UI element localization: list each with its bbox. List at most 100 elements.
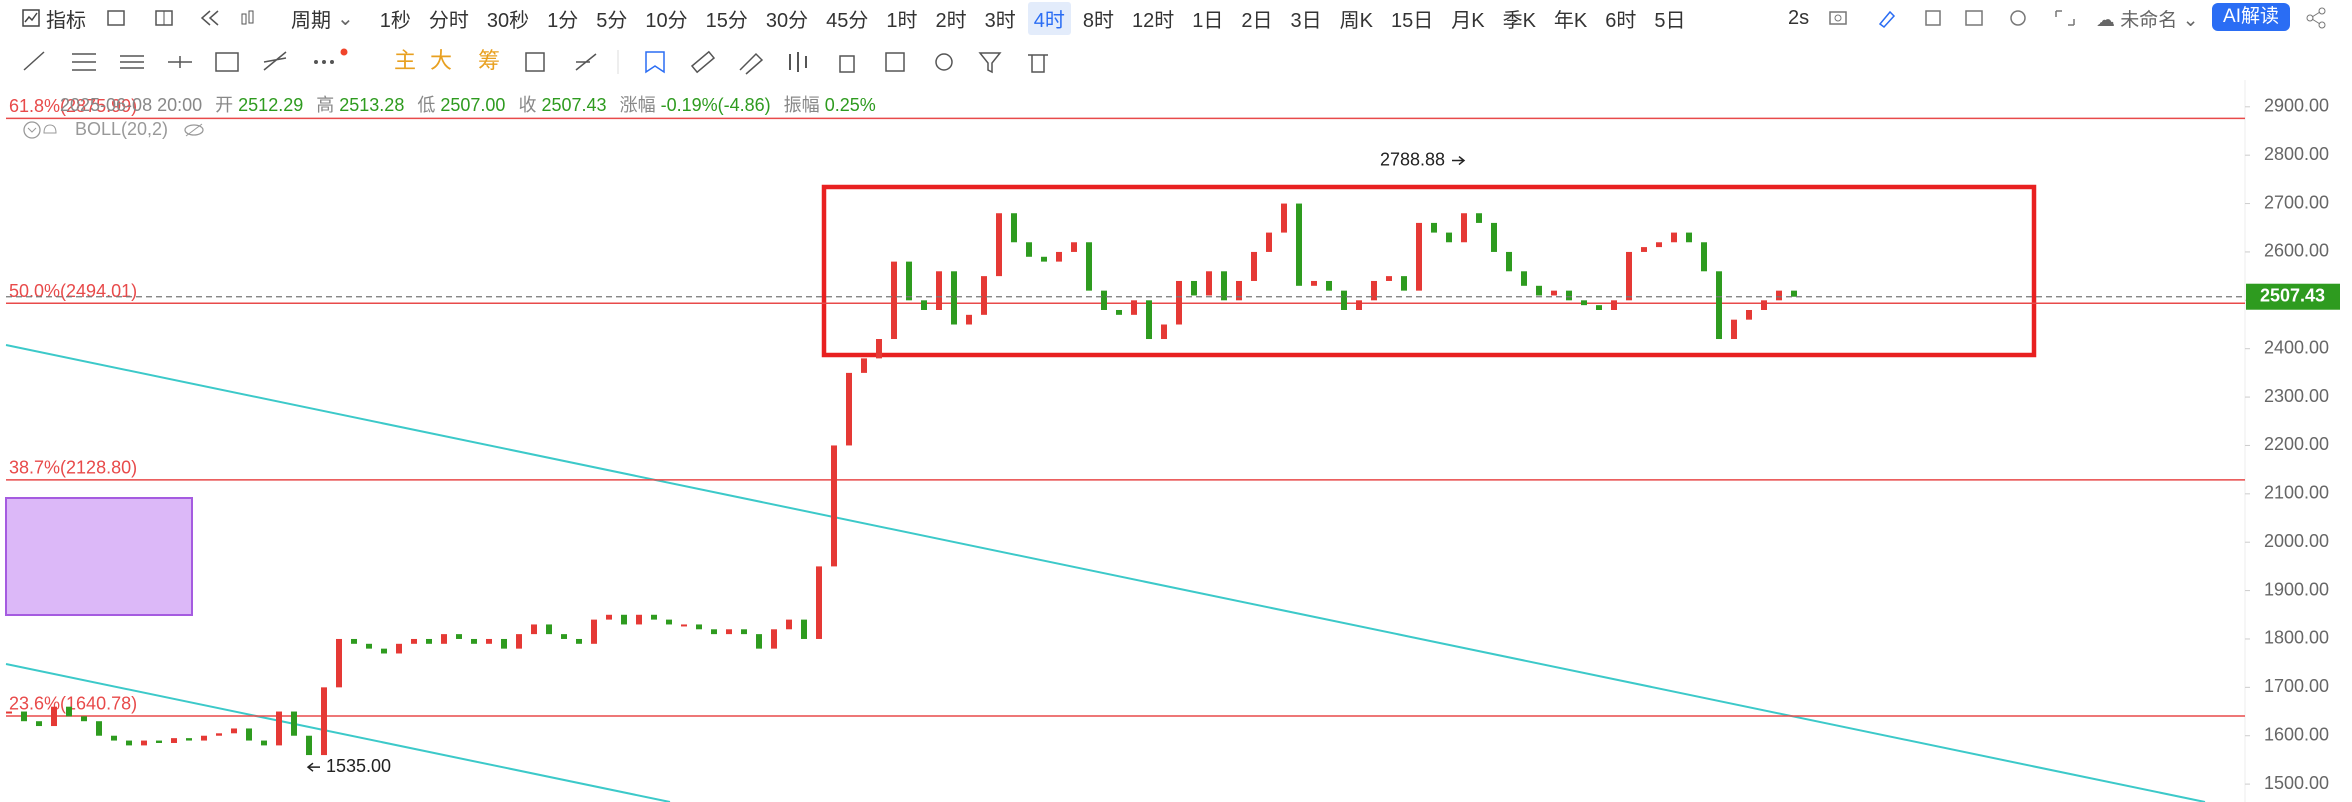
fib-label: 23.6%(1640.78) — [9, 694, 137, 714]
visibility-icon[interactable] — [182, 122, 206, 138]
toolbar-right-icons — [1829, 10, 2075, 29]
candle — [576, 638, 582, 644]
candle — [1026, 242, 1032, 257]
candle — [1416, 222, 1422, 291]
candle — [441, 634, 447, 644]
candle — [1116, 309, 1122, 315]
interval-button[interactable]: 5日 — [1654, 9, 1686, 32]
toolbar-icons — [107, 10, 254, 26]
trend-line[interactable] — [5, 663, 671, 802]
label: 高 — [316, 95, 335, 115]
share-icon[interactable] — [2306, 7, 2328, 29]
candle — [186, 738, 192, 741]
candle — [666, 619, 672, 625]
y-tick-label: 1800.00 — [2264, 628, 2329, 648]
candle — [351, 638, 357, 644]
candle — [726, 629, 732, 635]
interval-button[interactable]: 12时 — [1132, 9, 1175, 32]
candle — [1071, 242, 1077, 252]
interval-button[interactable]: 1分 — [547, 9, 579, 32]
ai-button[interactable]: AI解读 — [2212, 3, 2290, 31]
candle — [1791, 290, 1797, 297]
label: 振幅 — [783, 95, 820, 115]
big-tool[interactable]: 大 — [430, 48, 452, 73]
chips-tool[interactable]: 筹 — [478, 48, 500, 73]
candle — [1506, 251, 1512, 272]
candle — [1776, 290, 1782, 301]
interval-button[interactable]: 1时 — [886, 9, 918, 32]
candle — [1566, 290, 1572, 301]
main-tool[interactable]: 主 — [394, 48, 416, 73]
interval-button[interactable]: 15日 — [1390, 9, 1434, 32]
label: 收 — [518, 95, 537, 115]
interval-button[interactable]: 3日 — [1290, 9, 1322, 32]
indicator-button[interactable]: 指标 — [46, 9, 86, 32]
candle — [126, 740, 132, 746]
candle — [1611, 300, 1617, 310]
interval-button[interactable]: 周K — [1339, 9, 1373, 32]
candle — [1461, 213, 1467, 243]
interval-button[interactable]: 月K — [1451, 9, 1485, 32]
interval-button[interactable]: 6时 — [1605, 9, 1637, 32]
drawn-rectangle[interactable] — [821, 184, 2037, 358]
interval-button[interactable]: 1日 — [1192, 9, 1224, 32]
interval-button[interactable]: 30秒 — [486, 9, 530, 32]
y-tick-label: 2200.00 — [2264, 434, 2329, 454]
candle — [801, 619, 807, 639]
interval-button[interactable]: 3时 — [984, 9, 1016, 32]
candle — [1356, 300, 1362, 310]
interval-button[interactable]: 15分 — [705, 9, 748, 32]
candle — [1626, 251, 1632, 301]
candle — [861, 358, 867, 373]
candle — [816, 566, 822, 639]
indicator-controls[interactable] — [22, 119, 62, 141]
interval-button[interactable]: 年K — [1553, 9, 1588, 32]
datetime: 2025-06-08 20:00 — [60, 95, 203, 115]
layout-name-text: 未命名 — [2120, 9, 2178, 31]
candle — [1671, 232, 1677, 243]
interval-button[interactable]: 45分 — [826, 9, 869, 32]
candle — [1311, 280, 1317, 286]
candle — [1731, 319, 1737, 340]
candle — [711, 629, 717, 635]
interval-button[interactable]: 2日 — [1241, 9, 1273, 32]
candle — [681, 624, 687, 627]
interval-button[interactable]: 5分 — [596, 9, 628, 32]
candle — [291, 711, 297, 736]
refresh-rate[interactable]: 2s — [1788, 6, 1810, 29]
candle — [1056, 251, 1062, 262]
candle — [1746, 309, 1752, 320]
interval-button[interactable]: 30分 — [765, 9, 809, 32]
interval-button[interactable]: 4时 — [1027, 1, 1071, 35]
interval-button[interactable]: 2时 — [935, 9, 967, 32]
drawn-box[interactable] — [5, 497, 193, 616]
candle — [1641, 247, 1647, 252]
interval-button[interactable]: 季K — [1502, 9, 1536, 32]
candle — [771, 629, 777, 649]
candle — [1191, 280, 1197, 296]
candle — [246, 728, 252, 741]
interval-button[interactable]: 1秒 — [379, 9, 411, 32]
trend-line[interactable] — [5, 344, 2206, 802]
candle — [111, 735, 117, 741]
candle — [1551, 290, 1557, 296]
candle — [456, 634, 462, 639]
y-tick-label: 2400.00 — [2264, 337, 2329, 357]
candle — [981, 276, 987, 315]
candle — [696, 624, 702, 630]
candle — [636, 614, 642, 625]
candle — [561, 634, 567, 639]
period-button[interactable]: 周期 — [291, 9, 331, 32]
value: 0.25% — [824, 95, 876, 115]
interval-button[interactable]: 10分 — [645, 9, 688, 32]
candle — [231, 728, 237, 734]
interval-button[interactable]: 8时 — [1082, 9, 1115, 32]
layout-name[interactable]: ☁ 未命名 ⌄ — [2096, 9, 2199, 31]
interval-button[interactable]: 分时 — [428, 9, 469, 32]
y-tick-label: 2900.00 — [2264, 96, 2329, 116]
y-tick-label: 2700.00 — [2264, 192, 2329, 212]
fib-label: 38.7%(2128.80) — [9, 458, 137, 478]
candle — [81, 716, 87, 722]
candle — [1296, 203, 1302, 286]
